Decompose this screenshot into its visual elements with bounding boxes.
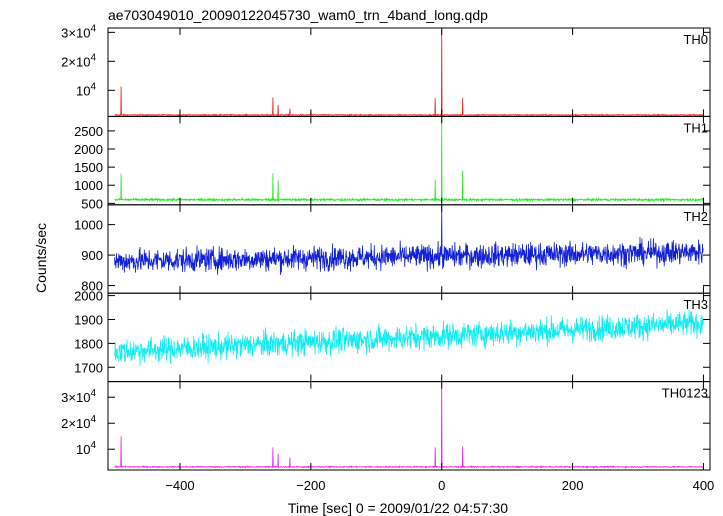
panel-label: TH3 <box>683 297 708 312</box>
y-tick-label: 2000 <box>74 142 103 157</box>
series-line-th0123 <box>114 381 704 469</box>
y-tick-label: 104 <box>76 440 96 457</box>
y-tick-label: 2×104 <box>61 414 96 431</box>
panel-th0: 104 2×104 3×104 TH0 <box>61 23 711 117</box>
x-tick-label: 200 <box>562 478 584 493</box>
panel-frame <box>107 115 711 206</box>
panel-th3: 1700 1800 1900 2000 TH3 <box>74 289 711 383</box>
y-axis-title: Counts/sec <box>33 223 49 293</box>
y-tick-label: 900 <box>81 248 103 263</box>
x-tick-label: −400 <box>165 478 194 493</box>
y-tick-label: 104 <box>76 81 96 98</box>
y-tick-label: 2000 <box>74 289 103 304</box>
panel-th1: 500 1000 1500 2000 2500 TH1 <box>74 115 711 211</box>
y-tick-label: 500 <box>81 196 103 211</box>
y-tick-label: 1000 <box>74 218 103 233</box>
y-tick-label: 1700 <box>74 360 103 375</box>
y-tick-label: 1900 <box>74 312 103 327</box>
y-tick-label: 800 <box>81 279 103 294</box>
panel-th2: 800 900 1000 TH2 <box>74 204 711 294</box>
panel-label: TH0 <box>683 32 708 47</box>
panel-label: TH0123 <box>662 386 708 401</box>
y-tick-label: 1800 <box>74 336 103 351</box>
y-tick-label: 3×104 <box>61 388 96 405</box>
y-tick-label: 2×104 <box>61 52 96 69</box>
series-line-th2 <box>114 204 704 276</box>
y-tick-label: 1000 <box>74 178 103 193</box>
y-tick-label: 1500 <box>74 160 103 175</box>
panel-label: TH1 <box>683 120 708 135</box>
series-line-th1 <box>114 116 704 203</box>
y-tick-label: 3×104 <box>61 23 96 40</box>
panel-th0123: 104 2×104 3×104 TH0123 <box>61 381 711 471</box>
series-line-th0 <box>114 29 704 117</box>
x-tick-label: −200 <box>296 478 325 493</box>
x-tick-label: 400 <box>693 478 715 493</box>
x-tick-label: 0 <box>438 478 445 493</box>
panel-label: TH2 <box>683 209 708 224</box>
x-axis-title: Time [sec] 0 = 2009/01/22 04:57:30 <box>288 500 508 516</box>
panel-frame <box>107 27 711 117</box>
panel-frame <box>107 381 711 471</box>
y-tick-label: 2500 <box>74 124 103 139</box>
chart-title: ae703049010_20090122045730_wam0_trn_4ban… <box>108 7 488 23</box>
series-line-th3 <box>114 309 704 367</box>
